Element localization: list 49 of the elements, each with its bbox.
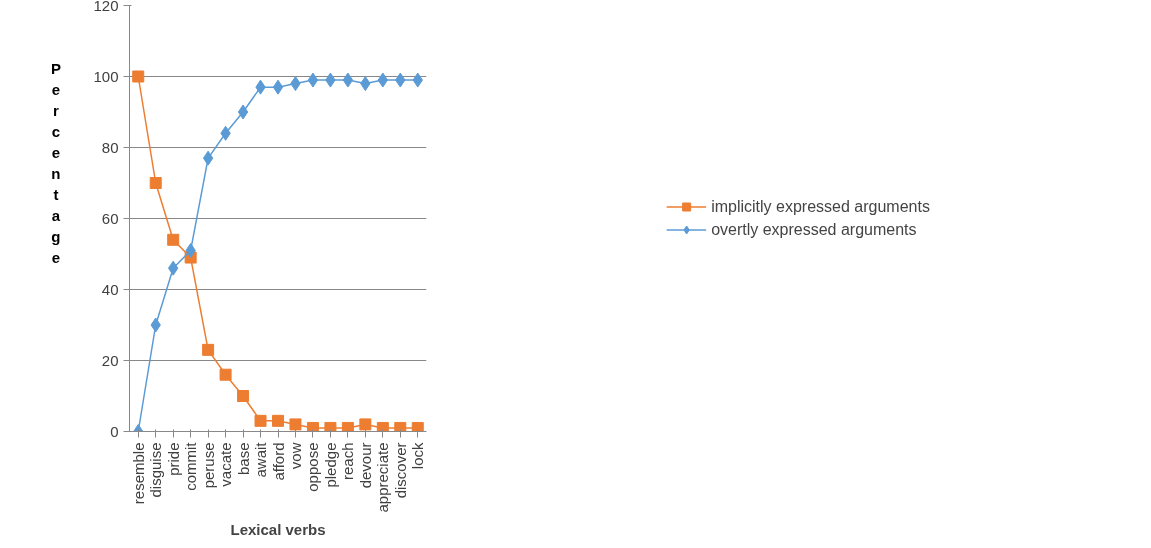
point xyxy=(132,70,145,83)
point xyxy=(359,418,372,431)
point xyxy=(202,150,214,166)
x-tick-label: disguise xyxy=(147,442,165,498)
x-tick-label: reach xyxy=(339,442,357,481)
x-tick-label: vow xyxy=(286,442,304,470)
x-tick-label: peruse xyxy=(199,442,217,489)
point xyxy=(167,233,180,246)
x-tick-label: oppose xyxy=(304,442,322,492)
point xyxy=(289,418,302,431)
x-tick-label: devour xyxy=(356,442,374,489)
point xyxy=(307,72,319,88)
y-tick-label: 0 xyxy=(110,422,119,440)
point xyxy=(272,79,284,95)
x-tick-label: lock xyxy=(409,442,427,470)
x-tick-label: base xyxy=(234,442,252,476)
point xyxy=(149,177,162,189)
legend-label: implicitly expressed arguments xyxy=(711,197,930,216)
point xyxy=(219,368,232,381)
point xyxy=(237,104,249,120)
x-tick-label: await xyxy=(252,441,270,478)
point xyxy=(272,414,284,427)
point xyxy=(342,72,354,88)
x-tick-label: resemble xyxy=(129,442,147,505)
y-tick-label: 20 xyxy=(101,351,119,369)
y-tick-label: 40 xyxy=(101,280,119,298)
legend-label: overtly expressed arguments xyxy=(711,220,917,239)
x-tick-label: commit xyxy=(182,441,200,491)
point xyxy=(376,421,389,432)
x-tick-label: pride xyxy=(164,442,182,476)
x-tick-label: afford xyxy=(269,442,287,481)
x-tick-label: appreciate xyxy=(374,442,392,513)
x-axis-title: Lexical verbs xyxy=(230,520,326,538)
point xyxy=(254,414,267,427)
x-tick-label: pledge xyxy=(321,442,339,488)
y-axis-title: Percentage xyxy=(46,60,66,270)
point xyxy=(306,421,319,432)
x-tick-label: vacate xyxy=(217,442,235,487)
point xyxy=(237,390,250,402)
y-tick-label: 100 xyxy=(93,67,119,85)
y-tick-label: 120 xyxy=(93,0,119,14)
y-tick-label: 80 xyxy=(101,138,119,156)
point xyxy=(341,421,354,432)
point xyxy=(394,421,407,432)
point xyxy=(324,421,337,432)
x-tick-label: discover xyxy=(391,442,409,499)
point xyxy=(202,343,215,356)
point xyxy=(411,421,424,432)
y-tick-label: 60 xyxy=(101,209,119,227)
